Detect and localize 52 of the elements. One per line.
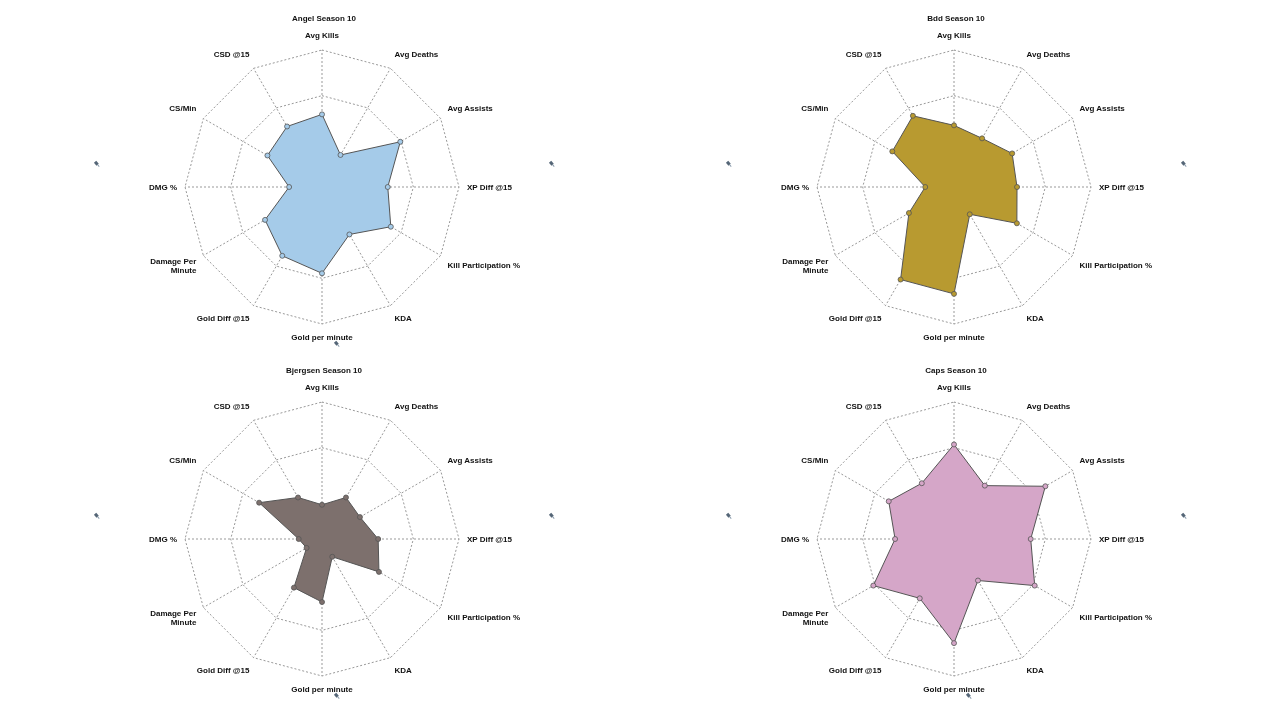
spoke-label: DMG % bbox=[149, 183, 177, 192]
spoke-label: Gold per minute bbox=[923, 333, 986, 342]
spoke-label: KDA bbox=[1026, 313, 1045, 323]
spoke-label: CSD @15 bbox=[213, 402, 251, 412]
spoke-label: Avg Deaths bbox=[394, 402, 439, 412]
chart-title: Bdd Season 10 bbox=[926, 14, 986, 23]
spoke-label: CS/Min bbox=[801, 103, 829, 113]
spoke-label: XP Diff @15 bbox=[467, 535, 513, 544]
spoke-label: DMG % bbox=[149, 535, 177, 544]
spoke-label: Damage Per Minute bbox=[782, 608, 829, 627]
spoke-label: Kill Participation % bbox=[1079, 260, 1153, 270]
spoke-label: Avg Kills bbox=[305, 31, 340, 40]
spoke-label: Gold Diff @15 bbox=[828, 313, 883, 323]
spoke-label: Avg Assists bbox=[447, 103, 494, 113]
spoke-label: Gold Diff @15 bbox=[828, 665, 883, 675]
spoke-label: Kill Participation % bbox=[1079, 612, 1153, 622]
spoke-label: CS/Min bbox=[169, 455, 197, 465]
spoke-label: KDA bbox=[394, 313, 413, 323]
spoke-label: Damage Per Minute bbox=[150, 608, 197, 627]
spoke-label: Avg Deaths bbox=[394, 50, 439, 60]
spoke-label: Gold per minute bbox=[923, 685, 986, 694]
spoke-label: Avg Kills bbox=[937, 383, 972, 392]
chart-title: Bjergsen Season 10 bbox=[284, 366, 363, 375]
spoke-label: Avg Assists bbox=[1079, 103, 1126, 113]
spoke-label: Gold per minute bbox=[291, 333, 354, 342]
spoke-label: Avg Deaths bbox=[1026, 50, 1071, 60]
spoke-label: CS/Min bbox=[801, 455, 829, 465]
spoke-label: KDA bbox=[394, 665, 413, 675]
spoke-label: Avg Kills bbox=[937, 31, 972, 40]
spoke-label: Damage Per Minute bbox=[150, 256, 197, 275]
chart-title: Angel Season 10 bbox=[291, 14, 357, 23]
spoke-label: Avg Deaths bbox=[1026, 402, 1071, 412]
chart-title: Caps Season 10 bbox=[924, 366, 988, 375]
spoke-label: XP Diff @15 bbox=[1099, 183, 1145, 192]
spoke-label: Avg Kills bbox=[305, 383, 340, 392]
spoke-label: Avg Assists bbox=[1079, 455, 1126, 465]
spoke-label: Gold Diff @15 bbox=[196, 313, 251, 323]
spoke-label: Gold Diff @15 bbox=[196, 665, 251, 675]
spoke-label: CSD @15 bbox=[845, 50, 883, 60]
spoke-label: CS/Min bbox=[169, 103, 197, 113]
spoke-label: Kill Participation % bbox=[447, 260, 521, 270]
spoke-label: XP Diff @15 bbox=[467, 183, 513, 192]
spoke-label: Gold per minute bbox=[291, 685, 354, 694]
spoke-label: Kill Participation % bbox=[447, 612, 521, 622]
spoke-label: XP Diff @15 bbox=[1099, 535, 1145, 544]
spoke-label: CSD @15 bbox=[213, 50, 251, 60]
spoke-label: KDA bbox=[1026, 665, 1045, 675]
spoke-label: Avg Assists bbox=[447, 455, 494, 465]
spoke-label: DMG % bbox=[781, 183, 809, 192]
spoke-label: CSD @15 bbox=[845, 402, 883, 412]
spoke-label: DMG % bbox=[781, 535, 809, 544]
spoke-label: Damage Per Minute bbox=[782, 256, 829, 275]
